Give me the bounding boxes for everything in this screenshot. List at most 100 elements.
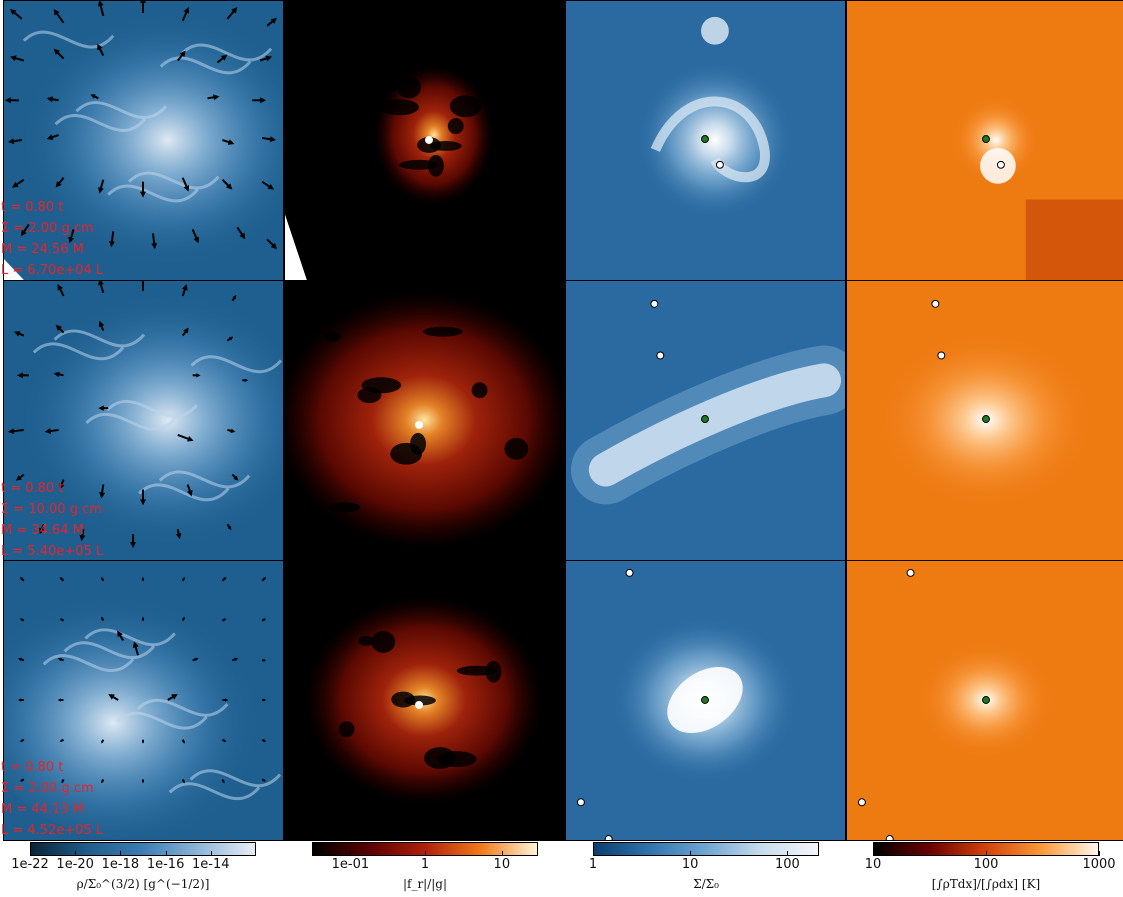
velocity-arrow-head [19, 739, 23, 742]
star-secondary [931, 299, 940, 308]
shadow-patch [423, 326, 463, 337]
gas-filament [75, 101, 167, 119]
velocity-arrow-head [59, 482, 65, 490]
panel-r1-force [284, 0, 565, 281]
velocity-arrow-head [267, 183, 275, 190]
velocity-arrow-head [182, 576, 185, 580]
velocity-arrow-head [262, 576, 267, 581]
colorbar-tick [787, 851, 789, 856]
velocity-arrow-head [263, 739, 267, 742]
velocity-arrow-head [9, 55, 17, 62]
colorbar-tick [30, 851, 31, 856]
gas-filament [106, 399, 198, 418]
velocity-arrow-head [265, 55, 273, 62]
velocity-arrow-head [193, 236, 199, 244]
star-primary [701, 415, 709, 423]
mass-label: M = 24.56 M [1, 242, 84, 257]
filament-halo [570, 345, 845, 505]
velocity-arrow-head [101, 740, 104, 744]
shadow-patch [324, 331, 341, 342]
velocity-arrow-head [233, 475, 239, 481]
velocity-arrow-head [222, 780, 225, 784]
colorbar-tick-label: 1e-01 [331, 857, 370, 872]
star-secondary [715, 160, 724, 169]
velocity-arrow-head [17, 657, 22, 662]
shadow-patch [449, 95, 482, 118]
gas-filament [189, 769, 282, 788]
colorbar-tick [350, 851, 352, 856]
velocity-arrow-head [68, 236, 75, 244]
velocity-arrow-head [16, 372, 23, 379]
velocity-arrow-head [44, 428, 52, 435]
gas-filament [137, 483, 230, 502]
velocity-arrow-head [140, 191, 146, 198]
colorbar-tick [120, 851, 122, 856]
image-edge [4, 259, 24, 280]
gas-filament [116, 711, 208, 730]
velocity-arrow-head [15, 475, 22, 481]
velocity-arrow-head [186, 489, 193, 497]
velocity-arrow-head [99, 492, 106, 499]
velocity-arrow-head [20, 229, 27, 237]
hot-dense-core [951, 95, 1041, 185]
luminosity-label: L = 4.52e+05 L [1, 823, 104, 838]
velocity-arrow-head [57, 657, 62, 662]
colorbar-tick-label: 1000 [1082, 857, 1116, 872]
surface-density-label: Σ = 10.00 g cm [1, 502, 102, 517]
velocity-arrow-head [151, 242, 158, 250]
gas-filament [53, 329, 146, 348]
time-label: t = 0.80 t [1, 481, 64, 496]
star-primary [982, 415, 990, 423]
row2-annotation: t = 0.80 t Σ = 10.00 g cm M = 34.64 M L … [1, 478, 103, 562]
velocity-arrow-head [59, 576, 63, 581]
velocity-arrow-head [226, 183, 233, 190]
velocity-arrow-head [194, 657, 199, 662]
velocity-arrow-head [183, 327, 189, 334]
gas-filament [85, 412, 177, 431]
row1-annotation: t = 0.80 t Σ = 2.00 g cm M = 24.56 M L =… [1, 197, 103, 281]
velocity-arrow-head [141, 576, 145, 580]
velocity-arrow-head [263, 659, 267, 662]
velocity-arrow-head [53, 48, 60, 55]
gas-filament [190, 355, 283, 374]
panel-r1-density [3, 0, 284, 281]
gas-filament [84, 628, 176, 647]
shadow-patch [371, 630, 396, 653]
velocity-arrow-head [79, 534, 86, 542]
gas-filament [128, 171, 220, 190]
velocity-arrow-head [59, 618, 63, 621]
shadow-patch [410, 432, 426, 455]
colorbar-tick [425, 851, 426, 856]
shadow-patch [485, 660, 502, 683]
velocity-arrow-head [59, 739, 63, 742]
mass-label: M = 34.64 M [1, 523, 84, 538]
panel-r2-column [565, 280, 846, 561]
velocity-arrow-head [19, 576, 24, 581]
colorbar-tick-label: 10 [493, 857, 511, 872]
colorbar-tick [873, 851, 874, 856]
surface-density-label: Σ = 2.00 g cm [1, 781, 94, 796]
star-core [415, 700, 424, 709]
gas-filament [158, 470, 251, 489]
panel-r3-density [3, 560, 284, 841]
panel-r2-force [284, 280, 565, 561]
panel-r1-temp [846, 0, 1123, 281]
colorbar-tick [986, 851, 987, 856]
velocity-arrow-head [7, 138, 15, 145]
velocity-arrow-head [19, 618, 23, 621]
clump [701, 16, 729, 45]
star-primary [701, 696, 709, 704]
spiral-arm [650, 96, 770, 183]
shadow-patch [429, 140, 462, 151]
star-secondary [576, 798, 585, 807]
colorbar-tick-label: 1e-16 [146, 857, 185, 872]
colorbar-tick [75, 851, 77, 856]
velocity-arrow-head [108, 694, 115, 700]
gas-filament [107, 184, 199, 203]
velocity-arrow-head [140, 1, 146, 3]
velocity-arrow-head [53, 371, 60, 378]
velocity-arrow-head [182, 740, 185, 744]
time-label: t = 0.80 t [1, 760, 64, 775]
star-primary [701, 135, 709, 143]
colorbar-tick [593, 851, 594, 856]
